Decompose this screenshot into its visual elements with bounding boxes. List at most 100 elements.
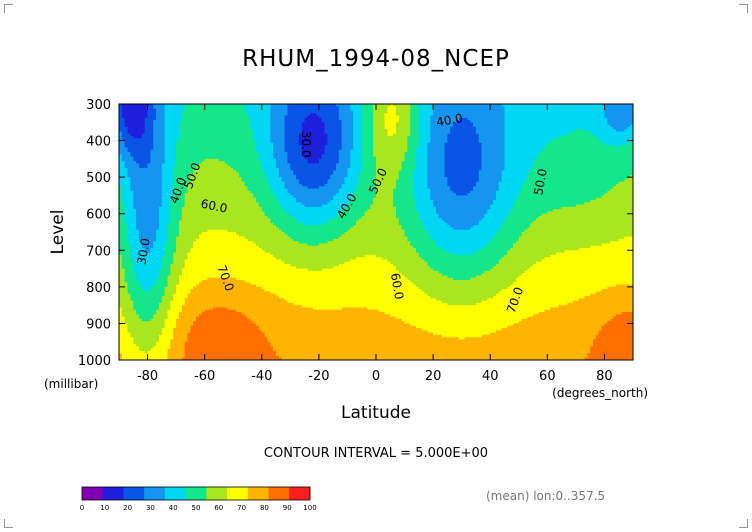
heatmap-cell bbox=[121, 341, 126, 345]
heatmap-cell bbox=[138, 188, 143, 192]
heatmap-cell bbox=[124, 168, 129, 171]
heatmap-cell bbox=[147, 131, 152, 135]
heatmap-cell bbox=[119, 142, 123, 146]
heatmap-cell bbox=[141, 330, 146, 334]
heatmap-cell bbox=[127, 177, 132, 181]
heatmap-cell bbox=[136, 200, 140, 203]
heatmap-cell bbox=[136, 126, 140, 130]
heatmap-cell bbox=[136, 305, 140, 309]
heatmap-cell bbox=[130, 302, 134, 306]
heatmap-cell bbox=[124, 344, 129, 347]
heatmap-cell bbox=[124, 220, 129, 224]
heatmap-cell bbox=[147, 142, 152, 146]
heatmap-cell bbox=[130, 168, 134, 171]
heatmap-cell bbox=[130, 323, 134, 327]
heatmap-cell bbox=[121, 353, 126, 357]
heatmap-cell bbox=[124, 266, 129, 270]
heatmap-cell bbox=[127, 321, 132, 325]
heatmap-cell bbox=[119, 147, 123, 151]
heatmap-cell bbox=[138, 154, 143, 158]
heatmap-cell bbox=[130, 120, 134, 123]
heatmap-cell bbox=[138, 170, 143, 174]
heatmap-cell bbox=[124, 225, 129, 229]
heatmap-cell bbox=[121, 268, 126, 272]
heatmap-cell bbox=[127, 273, 132, 277]
heatmap-cell bbox=[141, 296, 146, 299]
heatmap-cell bbox=[147, 158, 152, 162]
heatmap-cell bbox=[136, 314, 140, 318]
heatmap-cell bbox=[121, 316, 126, 320]
heatmap-cell bbox=[138, 259, 143, 263]
heatmap-cell bbox=[130, 330, 134, 334]
heatmap-cell bbox=[136, 181, 140, 185]
heatmap-cell bbox=[141, 275, 146, 279]
heatmap-cell bbox=[124, 106, 129, 110]
heatmap-cell bbox=[144, 181, 149, 185]
heatmap-cell bbox=[138, 312, 143, 315]
heatmap-cell bbox=[136, 168, 140, 171]
heatmap-cell bbox=[119, 291, 123, 295]
heatmap-cell bbox=[127, 161, 132, 165]
heatmap-cell bbox=[130, 248, 134, 251]
heatmap-cell bbox=[136, 234, 140, 238]
heatmap-cell bbox=[121, 257, 126, 261]
heatmap-cell bbox=[119, 323, 123, 327]
heatmap-cell bbox=[121, 337, 126, 341]
heatmap-cell bbox=[124, 254, 129, 258]
heatmap-cell bbox=[144, 357, 149, 360]
heatmap-cell bbox=[124, 161, 129, 165]
heatmap-cell bbox=[147, 115, 152, 119]
heatmap-cell bbox=[133, 184, 137, 187]
heatmap-cell bbox=[144, 218, 149, 222]
heatmap-cell bbox=[124, 286, 129, 290]
heatmap-cell bbox=[136, 236, 140, 240]
heatmap-cell bbox=[119, 238, 123, 242]
heatmap-cell bbox=[127, 275, 132, 279]
heatmap-cell bbox=[119, 312, 123, 315]
heatmap-cell bbox=[144, 309, 149, 313]
heatmap-cell bbox=[127, 138, 132, 142]
heatmap-cell bbox=[133, 241, 137, 245]
heatmap-cell bbox=[130, 184, 134, 187]
heatmap-cell bbox=[141, 213, 146, 217]
heatmap-cell bbox=[133, 225, 137, 229]
heatmap-cell bbox=[124, 307, 129, 311]
heatmap-cell bbox=[127, 337, 132, 341]
heatmap-cell bbox=[127, 179, 132, 183]
heatmap-cell bbox=[127, 243, 132, 247]
heatmap-cell bbox=[124, 238, 129, 242]
heatmap-cell bbox=[138, 165, 143, 169]
heatmap-cell bbox=[127, 257, 132, 261]
heatmap-cell bbox=[124, 275, 129, 279]
heatmap-cell bbox=[127, 117, 132, 121]
heatmap-cell bbox=[130, 341, 134, 345]
heatmap-cell bbox=[133, 177, 137, 181]
heatmap-cell bbox=[136, 312, 140, 315]
heatmap-cell bbox=[141, 177, 146, 181]
heatmap-cell bbox=[141, 104, 146, 107]
heatmap-cell bbox=[130, 204, 134, 208]
heatmap-cell bbox=[127, 264, 132, 267]
heatmap-cell bbox=[124, 282, 129, 286]
heatmap-cell bbox=[147, 232, 152, 235]
heatmap-cell bbox=[136, 334, 140, 338]
heatmap-cell bbox=[119, 337, 123, 341]
heatmap-cell bbox=[121, 227, 126, 231]
heatmap-cell bbox=[138, 195, 143, 199]
heatmap-cell bbox=[144, 179, 149, 183]
heatmap-cell bbox=[136, 154, 140, 158]
heatmap-cell bbox=[121, 229, 126, 233]
heatmap-cell bbox=[130, 188, 134, 192]
heatmap-cell bbox=[141, 325, 146, 329]
heatmap-cell bbox=[136, 158, 140, 162]
heatmap-cell bbox=[136, 222, 140, 226]
heatmap-cell bbox=[136, 229, 140, 233]
heatmap-cell bbox=[144, 152, 149, 155]
heatmap-cell bbox=[124, 113, 129, 117]
heatmap-cell bbox=[133, 158, 137, 162]
heatmap-cell bbox=[121, 254, 126, 258]
heatmap-cell bbox=[121, 216, 126, 219]
heatmap-cell bbox=[136, 254, 140, 258]
heatmap-cell bbox=[121, 211, 126, 215]
heatmap-cell bbox=[121, 133, 126, 137]
